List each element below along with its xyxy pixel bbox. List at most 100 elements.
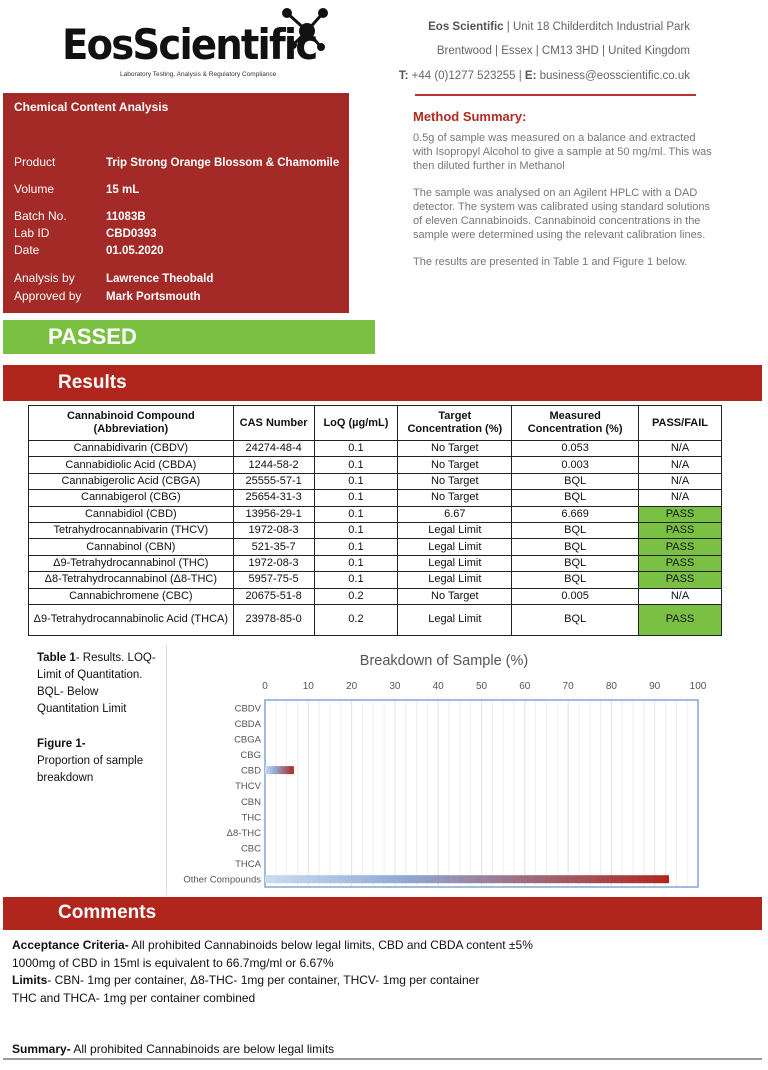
table-cell: 20675-51-8 (232, 587, 315, 605)
y-category-label: CBC (241, 844, 261, 855)
table-cell: Legal Limit (397, 554, 513, 573)
table-cell: BQL (511, 571, 640, 589)
email-label: E: (524, 70, 537, 82)
table-cell: 24274-48-4 (232, 439, 315, 458)
table-cell: BQL (511, 603, 640, 636)
table-cell: 1244-58-2 (232, 456, 315, 474)
x-tick-label: 0 (262, 681, 268, 692)
table-cell: 13956-29-1 (232, 505, 315, 523)
table-cell: PASS (638, 571, 722, 589)
summary-text: All prohibited Cannabinoids are below le… (70, 1042, 335, 1056)
table-cell: N/A (638, 587, 722, 605)
y-category-label: CBN (241, 797, 261, 808)
table-cell: BQL (511, 521, 640, 540)
x-tick-label: 40 (433, 681, 445, 692)
table-cell: Δ9-Tetrahydrocannabinolic Acid (THCA) (28, 603, 234, 636)
table-cell: N/A (638, 456, 722, 474)
table-cell: 25654-31-3 (232, 489, 315, 507)
acceptance-label: Acceptance Criteria- (12, 938, 129, 952)
address-line-1: Eos Scientific | Unit 18 Childerditch In… (428, 20, 690, 34)
acceptance-criteria: Acceptance Criteria- All prohibited Cann… (12, 937, 533, 955)
header-divider (415, 94, 696, 96)
email[interactable]: business@eosscientific.co.uk (536, 70, 690, 82)
column-header: CAS Number (232, 405, 315, 441)
info-label: Approved by (14, 289, 82, 303)
column-header: Target Concentration (%) (397, 405, 513, 441)
table-cell: 0.005 (511, 587, 640, 605)
table-cell: No Target (397, 489, 513, 507)
table-row: Tetrahydrocannabivarin (THCV) 1972-08-3 0.… (28, 521, 722, 540)
table-cell: N/A (638, 472, 722, 491)
plot-area (264, 699, 699, 888)
method-paragraph: The results are presented in Table 1 and… (413, 256, 688, 268)
x-tick-label: 100 (690, 681, 707, 692)
table-cell: No Target (397, 472, 513, 491)
info-value: 01.05.2020 (106, 245, 164, 257)
column-header: LoQ (µg/mL) (313, 405, 399, 441)
table-cell: No Target (397, 456, 513, 474)
info-row: Volume 15 mL (14, 182, 139, 197)
table-row: Cannabidivarin (CBDV) 24274-48-4 0.1 No Tar… (28, 439, 722, 458)
phone: +44 (0)1277 523255 | (408, 70, 525, 82)
summary-label: Summary- (12, 1042, 71, 1056)
info-label: Product (14, 155, 56, 169)
table-row: Cannabigerolic Acid (CBGA) 25555-57-1 0.1 N… (28, 472, 722, 491)
table-row: Cannabigerol (CBG) 25654-31-3 0.1 No Target… (28, 489, 722, 507)
x-tick-label: 20 (346, 681, 358, 692)
address-line-2: Brentwood | Essex | CM13 3HD | United Ki… (436, 45, 690, 57)
table-cell: Cannabidiol (CBD) (28, 505, 234, 523)
info-row: Batch No. 11083B (14, 209, 146, 224)
info-row: Date 01.05.2020 (14, 243, 164, 258)
table-cell: Cannabinol (CBN) (28, 538, 234, 556)
x-tick-label: 80 (606, 681, 618, 692)
info-label: Analysis by (14, 271, 75, 285)
table-cell: 23978-85-0 (232, 603, 315, 636)
y-category-label: CBDA (235, 719, 262, 730)
combined-limit: THC and THCA- 1mg per container combined (12, 990, 256, 1005)
y-category-label: THC (241, 812, 261, 823)
limits: Limits- CBN- 1mg per container, Δ8-THC- … (12, 972, 533, 990)
chart-title: Breakdown of Sample (%) (360, 653, 528, 669)
table-cell: 25555-57-1 (232, 472, 315, 491)
table-cell: No Target (397, 587, 513, 605)
info-label: Lab ID (14, 226, 50, 240)
table-cell: 1972-08-3 (232, 521, 315, 540)
table-cell: Cannabichromene (CBC) (28, 587, 234, 605)
table-row: Δ9-Tetrahydrocannabinol (THC) 1972-08-3 0.… (28, 554, 722, 573)
sample-info-box: Chemical Content Analysis Product Trip St… (3, 93, 349, 313)
table-header-row: Cannabinoid Compound (Abbreviation) CAS N… (28, 405, 722, 441)
table-cell: Cannabidiolic Acid (CBDA) (28, 456, 234, 474)
x-tick-label: 10 (303, 681, 315, 692)
x-tick-label: 90 (649, 681, 661, 692)
info-value: Mark Portsmouth (106, 291, 201, 303)
table-cell: 5957-75-5 (232, 571, 315, 589)
table-cell: 521-35-7 (232, 538, 315, 556)
method-summary: Method Summary: 0.5g of sample was measu… (413, 110, 713, 282)
info-value: 15 mL (106, 184, 140, 196)
limits-text: - CBN- 1mg per container, Δ8-THC- 1mg pe… (47, 973, 480, 987)
table-cell: 6.67 (397, 505, 513, 523)
table-cell: N/A (638, 489, 722, 507)
table-cell: 0.1 (313, 439, 399, 458)
column-header: Cannabinoid Compound (Abbreviation) (28, 405, 234, 441)
table-caption-text: - Results. LOQ- Limit of Quantitation. B… (37, 652, 156, 715)
table-caption: Table 1- Results. LOQ- Limit of Quantita… (37, 650, 163, 718)
table-cell: Cannabigerol (CBG) (28, 489, 234, 507)
summary: Summary- All prohibited Cannabinoids are… (12, 1041, 533, 1059)
logo-text: EosScientific (62, 20, 318, 69)
breakdown-chart: Breakdown of Sample (%) 0 10 20 30 40 50 60 70 8… (183, 653, 707, 888)
table-cell: Legal Limit (397, 538, 513, 556)
y-category-label: CBDV (235, 703, 262, 714)
molecule-icon (282, 8, 328, 51)
table-cell: 0.1 (313, 505, 399, 523)
table-cell: 0.2 (313, 603, 399, 636)
table-row: Δ8-Tetrahydrocannabinol (Δ8-THC) 5957-75-… (28, 571, 722, 589)
y-category-label: Δ8-THC (227, 828, 261, 839)
y-category-label: THCA (235, 859, 262, 870)
table-cell: 0.1 (313, 456, 399, 474)
info-label: Volume (14, 182, 55, 196)
results-header: Results (3, 365, 762, 401)
table-cell: Δ9-Tetrahydrocannabinol (THC) (28, 554, 234, 573)
table-cell: N/A (638, 439, 722, 458)
table-cell: Δ8-Tetrahydrocannabinol (Δ8-THC) (28, 571, 234, 589)
